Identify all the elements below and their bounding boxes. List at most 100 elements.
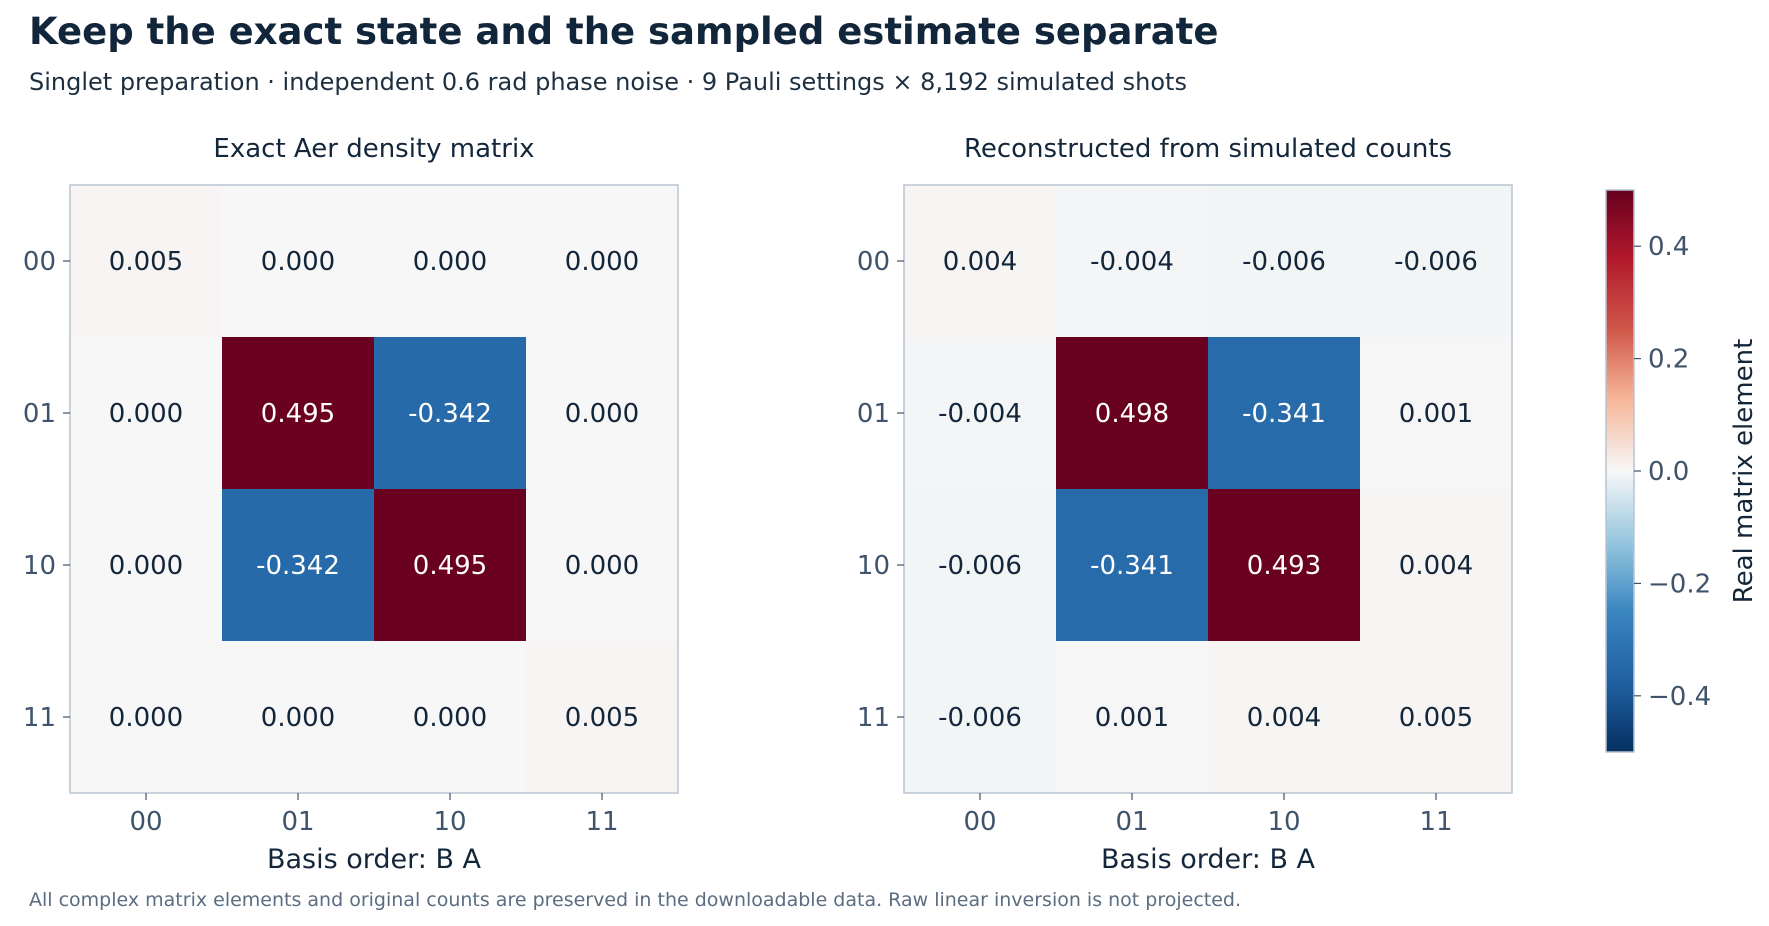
x-axis-label: Basis order: B A [267, 844, 482, 875]
heatmap-cell [374, 185, 526, 337]
cell-value-label: 0.004 [1247, 703, 1321, 733]
cell-value-label: 0.000 [413, 703, 487, 733]
cell-value-label: 0.001 [1095, 703, 1169, 733]
colorbar-tick-label: −0.4 [1648, 682, 1711, 712]
y-tick-label: 11 [23, 703, 56, 733]
panel-title: Reconstructed from simulated counts [964, 134, 1452, 164]
cell-value-label: 0.000 [261, 703, 335, 733]
cell-value-label: 0.004 [943, 247, 1017, 277]
colorbar-gradient [1606, 190, 1634, 752]
cell-value-label: -0.341 [1242, 399, 1326, 429]
cell-value-label: 0.005 [565, 703, 639, 733]
cell-value-label: 0.495 [413, 551, 487, 581]
cell-value-label: 0.000 [109, 703, 183, 733]
panel-title: Exact Aer density matrix [213, 134, 534, 164]
heatmap-cell [526, 185, 678, 337]
heatmap-cell [1360, 185, 1512, 337]
x-tick-label: 01 [1115, 807, 1148, 837]
heatmap-cell [374, 337, 526, 489]
heatmap-cell [1360, 641, 1512, 793]
axis-frame [903, 184, 1513, 794]
y-tick-label: 10 [23, 551, 56, 581]
cell-value-label: -0.342 [408, 399, 492, 429]
heatmap-panel-1: Exact Aer density matrix 0.005 0.000 0.000 0… [23, 134, 679, 875]
y-tick-label: 01 [857, 399, 890, 429]
x-axis-label: Basis order: B A [1101, 844, 1316, 875]
y-tick-label: 10 [857, 551, 890, 581]
heatmap-cell [1360, 489, 1512, 641]
heatmap-cell [1208, 185, 1360, 337]
heatmap-cell [222, 641, 374, 793]
y-tick-label: 00 [23, 247, 56, 277]
heatmap-cell [904, 489, 1056, 641]
colorbar-tick-label: 0.2 [1648, 345, 1689, 375]
cell-value-label: 0.000 [413, 247, 487, 277]
cell-value-label: 0.000 [109, 399, 183, 429]
cell-value-label: -0.006 [938, 551, 1022, 581]
footnote: All complex matrix elements and original… [29, 889, 1242, 911]
heatmap-cell [222, 337, 374, 489]
cell-value-label: -0.004 [938, 399, 1022, 429]
cell-value-label: 0.000 [109, 551, 183, 581]
y-tick-label: 00 [857, 247, 890, 277]
y-tick-label: 11 [857, 703, 890, 733]
heatmap-cell [526, 337, 678, 489]
heatmap-cell [1056, 185, 1208, 337]
heatmap-cell [1208, 641, 1360, 793]
colorbar-label: Real matrix element [1729, 339, 1759, 604]
cell-value-label: 0.495 [261, 399, 335, 429]
colorbar-tick-label: 0.0 [1648, 457, 1689, 487]
y-tick-label: 01 [23, 399, 56, 429]
cell-value-label: 0.000 [565, 551, 639, 581]
heatmap-cell [526, 641, 678, 793]
heatmap-cell [1056, 489, 1208, 641]
cell-value-label: -0.006 [1242, 247, 1326, 277]
cell-value-label: -0.006 [1394, 247, 1478, 277]
colorbar: 0.4 0.2 0.0 −0.2 −0.4 Real matrix element [1605, 189, 1759, 753]
cell-value-label: 0.000 [261, 247, 335, 277]
heatmap-cell [904, 337, 1056, 489]
x-tick-label: 11 [1419, 807, 1452, 837]
heatmap-cell [222, 489, 374, 641]
heatmap-cell [1208, 337, 1360, 489]
page-title: Keep the exact state and the sampled est… [29, 10, 1219, 53]
colorbar-tick-label: −0.2 [1648, 569, 1711, 599]
cell-value-label: 0.005 [1399, 703, 1473, 733]
cell-value-label: -0.342 [256, 551, 340, 581]
heatmap-panel-2: Reconstructed from simulated counts 0.004… [857, 134, 1513, 875]
cell-value-label: 0.004 [1399, 551, 1473, 581]
heatmap-cell [70, 489, 222, 641]
cell-value-label: 0.498 [1095, 399, 1169, 429]
heatmap-cell [222, 185, 374, 337]
heatmap-cell [374, 641, 526, 793]
cell-value-label: 0.493 [1247, 551, 1321, 581]
cell-value-label: -0.006 [938, 703, 1022, 733]
cell-value-label: 0.000 [565, 247, 639, 277]
heatmap-cell [1360, 337, 1512, 489]
heatmap-cell [70, 641, 222, 793]
heatmap-cell [1056, 641, 1208, 793]
heatmap-cell [374, 489, 526, 641]
cell-value-label: -0.004 [1090, 247, 1174, 277]
heatmap-cell [904, 185, 1056, 337]
x-tick-label: 01 [281, 807, 314, 837]
x-tick-label: 11 [585, 807, 618, 837]
axis-frame [69, 184, 679, 794]
x-tick-label: 00 [129, 807, 162, 837]
x-tick-label: 10 [433, 807, 466, 837]
cell-value-label: 0.000 [565, 399, 639, 429]
page-subtitle: Singlet preparation · independent 0.6 ra… [29, 68, 1187, 96]
heatmap-cell [1056, 337, 1208, 489]
cell-value-label: 0.005 [109, 247, 183, 277]
x-tick-label: 10 [1267, 807, 1300, 837]
heatmap-cell [904, 641, 1056, 793]
heatmap-cell [70, 185, 222, 337]
heatmap-cell [526, 489, 678, 641]
cell-value-label: 0.001 [1399, 399, 1473, 429]
heatmap-panels: Exact Aer density matrix 0.005 0.000 0.000 0… [23, 134, 1513, 875]
heatmap-cell [1208, 489, 1360, 641]
cell-value-label: -0.341 [1090, 551, 1174, 581]
colorbar-tick-label: 0.4 [1648, 232, 1689, 262]
heatmap-cell [70, 337, 222, 489]
